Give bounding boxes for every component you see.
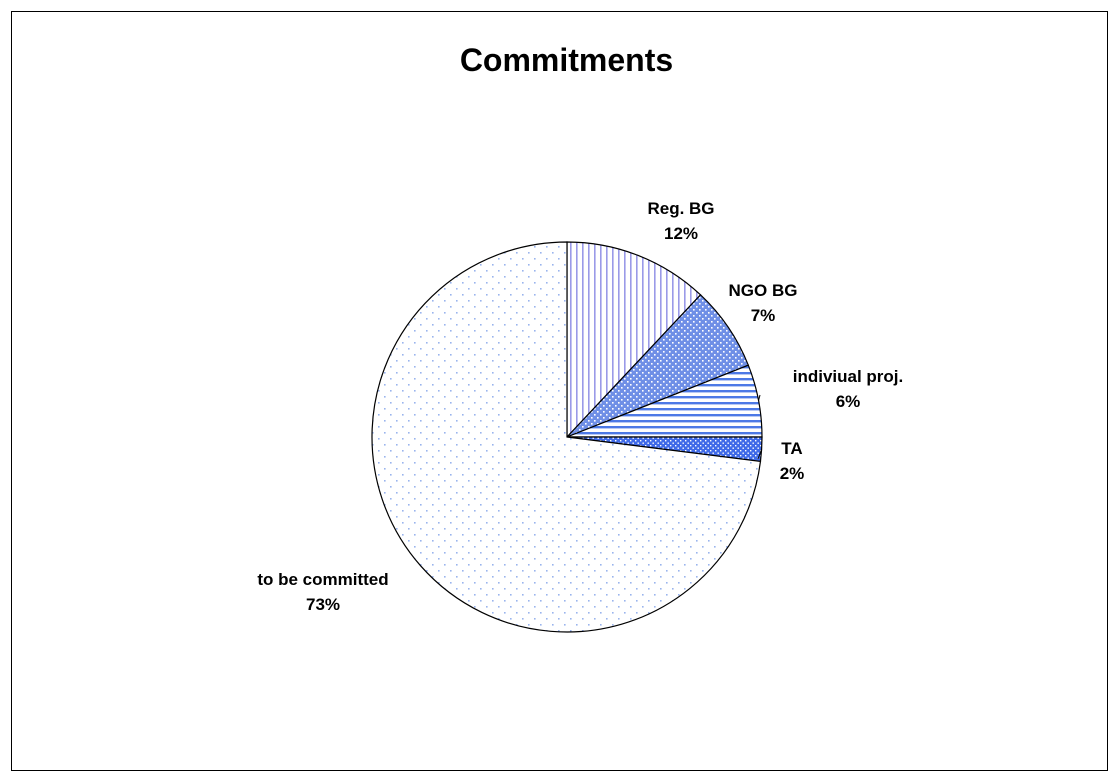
- slice-label: NGO BG: [729, 281, 798, 300]
- slice-label: to be committed: [257, 570, 388, 589]
- pie-slice-to-be-committed: [371, 241, 762, 633]
- slice-label: indiviual proj.: [793, 367, 904, 386]
- slice-label: Reg. BG: [647, 199, 714, 218]
- slice-percent-label: 6%: [836, 392, 861, 411]
- slice-percent-label: 73%: [306, 595, 340, 614]
- slice-percent-label: 12%: [664, 224, 698, 243]
- leader-line: [758, 394, 761, 401]
- leader-line: [757, 449, 763, 460]
- slice-percent-label: 2%: [780, 464, 805, 483]
- pie-slice-reg-bg: [566, 241, 702, 439]
- slice-percent-label: 7%: [751, 306, 776, 325]
- chart-title: Commitments: [459, 42, 674, 78]
- slice-label: TA: [781, 439, 802, 458]
